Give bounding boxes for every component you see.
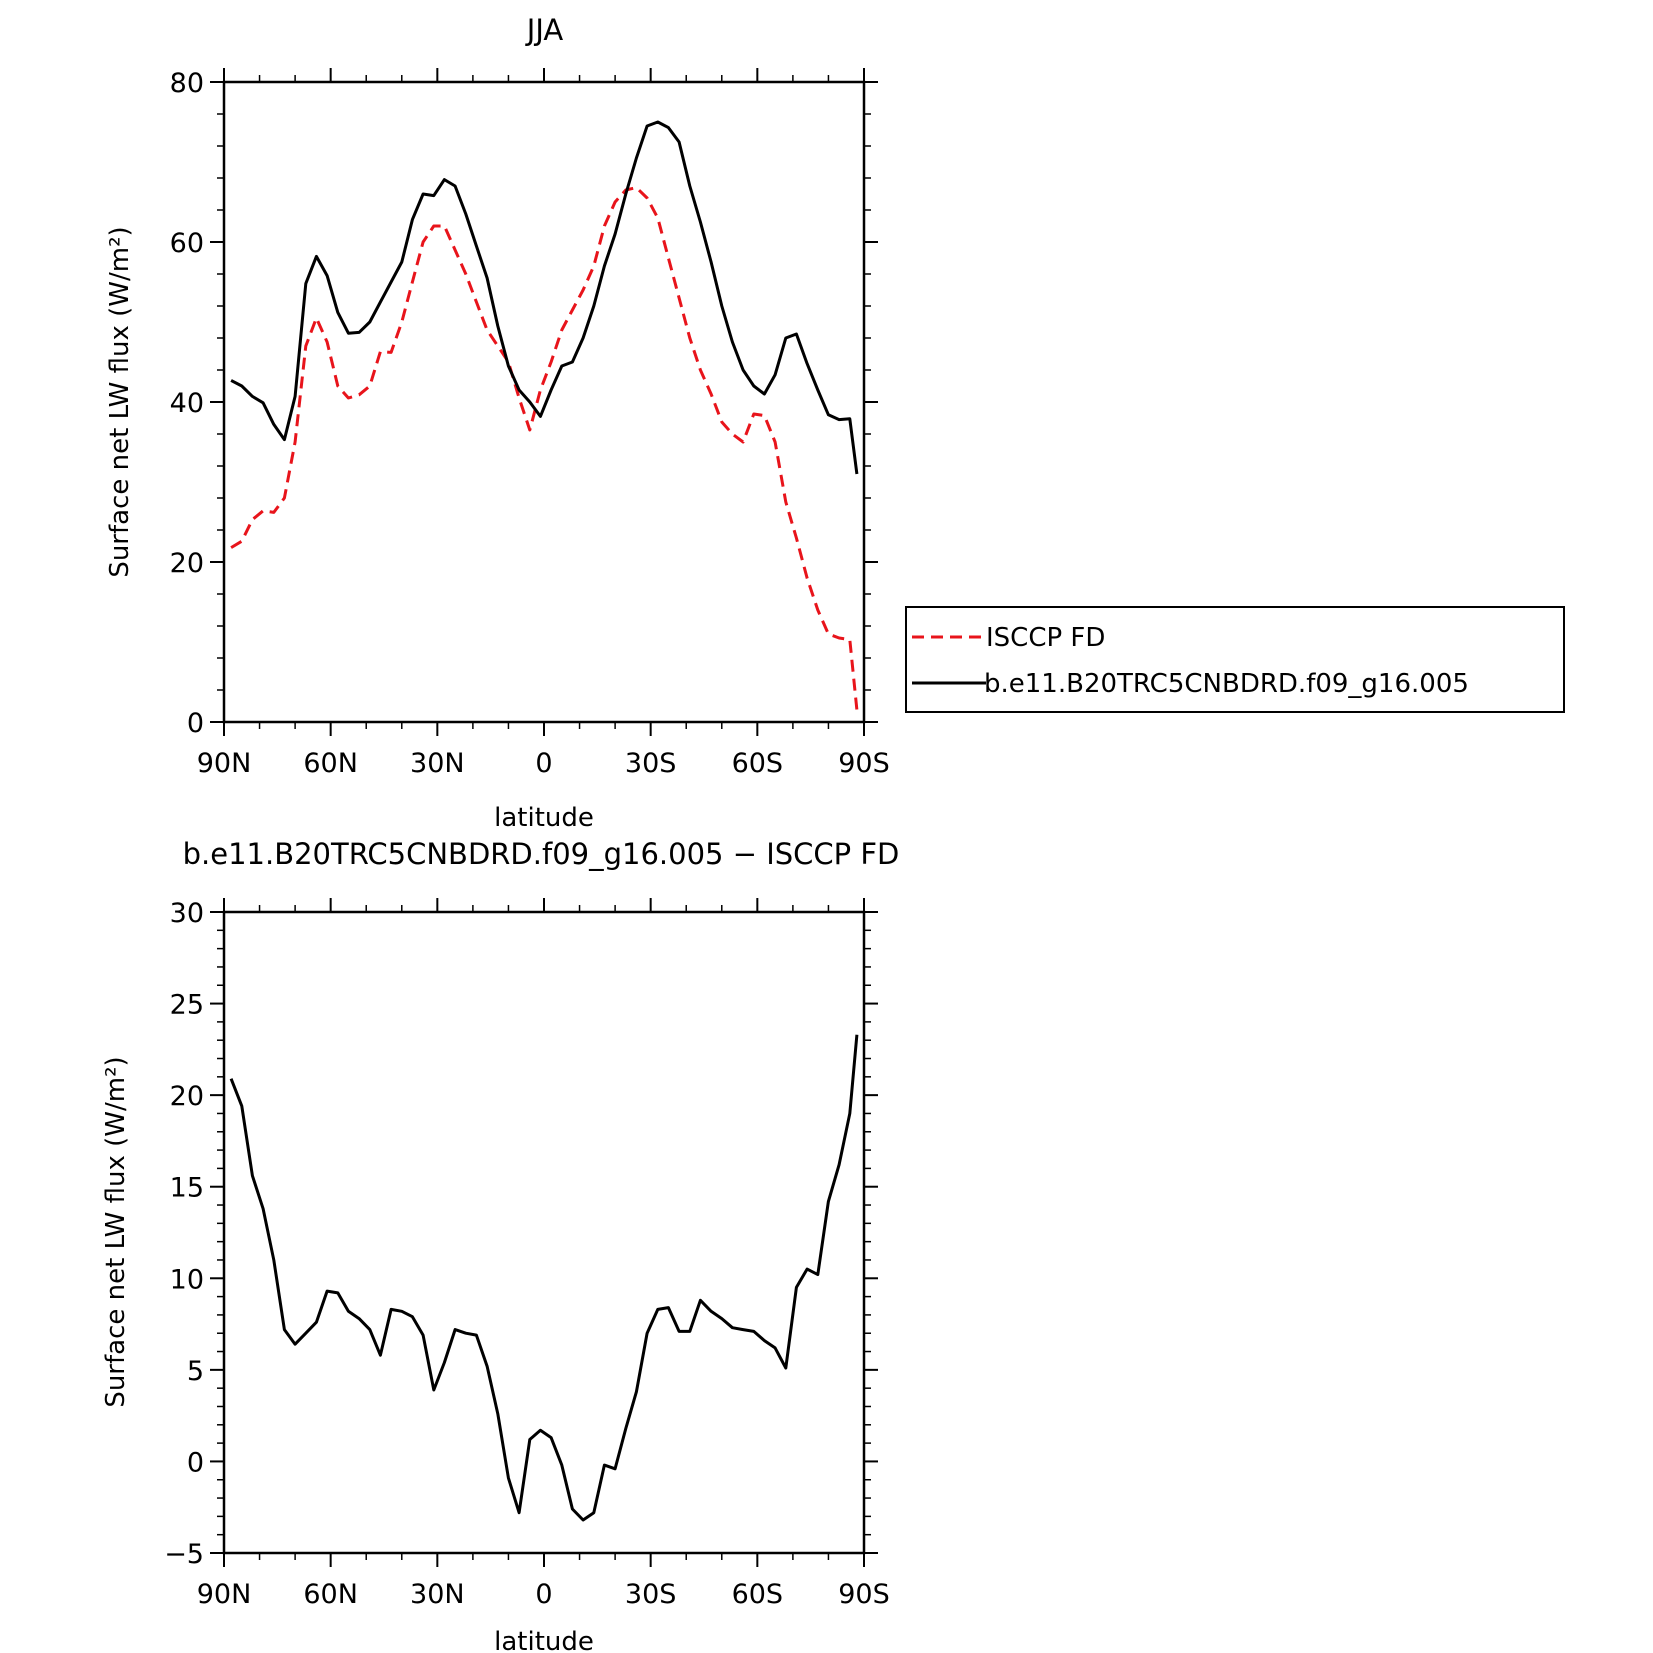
y-tick-label: 25 [170,990,204,1021]
top-x-axis-label: latitude [494,803,594,833]
x-tick-label: 90N [197,1579,252,1610]
x-tick-label: 90N [197,748,252,779]
x-tick-label: 60S [732,1579,784,1610]
y-tick-label: 5 [187,1356,204,1387]
bottom-chart-series [229,1034,859,1522]
top-plot-frame [222,80,866,724]
top-y-axis-label: Surface net LW flux (W/m²) [105,226,135,577]
bottom-x-axis-label: latitude [494,1627,594,1653]
x-tick-label: 0 [535,748,552,779]
x-tick-label: 30S [625,1579,677,1610]
legend-label-isccp: ISCCP FD [986,623,1105,653]
top-chart-title: JJA [525,13,564,47]
y-tick-label: 30 [170,898,204,929]
bottom-chart-title: b.e11.B20TRC5CNBDRD.f09_g16.005 − ISCCP … [183,837,900,871]
top-chart-tick-labels: 90N 60N 30N 0 30S 60S 90S 0 20 40 60 80 [170,68,890,779]
y-tick-label: 15 [170,1173,204,1204]
top-chart-ticks [210,68,878,736]
legend: ISCCP FD b.e11.B20TRC5CNBDRD.f09_g16.005 [905,606,1565,713]
y-tick-label: 60 [170,228,204,259]
model-series-line [230,120,859,475]
legend-label-model: b.e11.B20TRC5CNBDRD.f09_g16.005 [984,669,1469,699]
bottom-y-axis-label: Surface net LW flux (W/m²) [101,1056,131,1407]
x-tick-label: 60S [732,748,784,779]
legend-box [905,606,1565,713]
y-tick-label: 80 [170,68,204,99]
x-tick-label: 30N [410,748,465,779]
x-tick-label: 60N [303,1579,358,1610]
x-tick-label: 60N [303,748,358,779]
y-tick-label: −5 [164,1539,204,1570]
bottom-chart-tick-labels: 90N 60N 30N 0 30S 60S 90S −5 0 5 10 15 20 25 30 [164,898,890,1610]
y-tick-label: 40 [170,388,204,419]
x-tick-label: 0 [535,1579,552,1610]
bottom-chart-ticks [210,898,878,1567]
x-tick-label: 30N [410,1579,465,1610]
top-panel: JJA 90N 60N 30N 0 30S 60S 90S 0 20 40 60 80 latitud… [105,13,1565,833]
bottom-plot-frame [222,910,866,1555]
x-tick-label: 30S [625,748,677,779]
y-tick-label: 0 [187,1447,204,1478]
top-chart-series [230,120,859,711]
y-tick-label: 10 [170,1264,204,1295]
model-series-line [229,1034,859,1522]
bottom-panel: b.e11.B20TRC5CNBDRD.f09_g16.005 − ISCCP … [101,837,899,1653]
y-tick-label: 20 [170,548,204,579]
y-tick-label: 20 [170,1081,204,1112]
y-tick-label: 0 [187,708,204,739]
x-tick-label: 90S [838,748,890,779]
x-tick-label: 90S [838,1579,890,1610]
isccp-series-line [230,186,859,711]
